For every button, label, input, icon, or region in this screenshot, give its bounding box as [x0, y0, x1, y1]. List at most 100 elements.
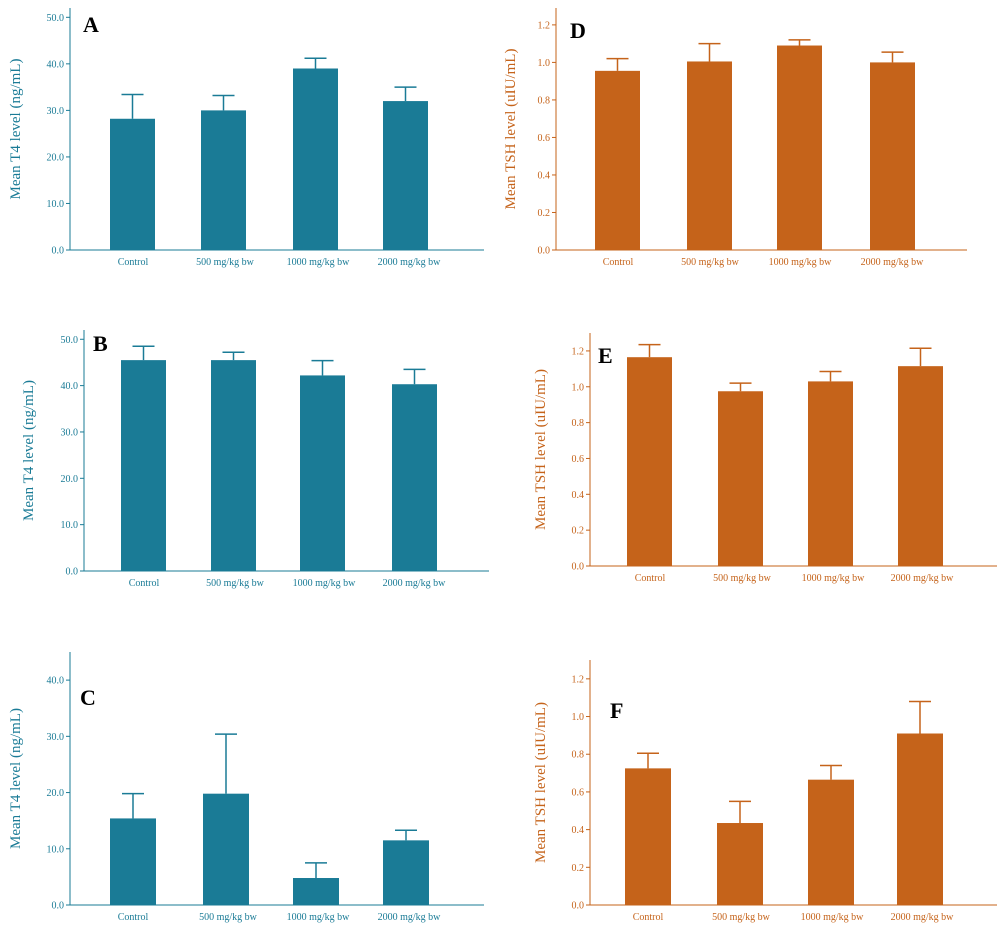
error-bar-a-1 [121, 93, 144, 119]
category-label-c: 500 mg/kg bw [199, 912, 258, 923]
bar-e-2 [718, 391, 763, 566]
y-tick-label-e: 0.4 [572, 490, 585, 501]
y-tick-label-e: 0.6 [572, 454, 585, 465]
y-tick-label-f: 0.4 [572, 825, 585, 836]
y-tick-label-a: 20.0 [47, 152, 65, 163]
error-bar-c-1 [122, 792, 144, 819]
error-bar-a-4 [394, 86, 417, 102]
error-bar-d-4 [881, 51, 904, 63]
category-label-a: 1000 mg/kg bw [287, 257, 351, 268]
y-tick-label-f: 0.0 [572, 901, 585, 912]
category-label-b: Control [129, 578, 160, 589]
y-tick-label-f: 1.2 [572, 674, 585, 685]
chart-panel-c: 0.0 10.0 20.0 30.0 40.0 Control 500 mg/kg bw 10… [8, 652, 484, 923]
bar-a-1 [110, 118, 155, 250]
error-bar-d-3 [788, 39, 811, 46]
y-axis-title-b: Mean T4 level (ng/mL) [21, 380, 37, 521]
category-label-e: Control [635, 573, 666, 584]
bar-a-3 [293, 68, 338, 250]
category-label-c: Control [118, 912, 149, 923]
y-axis-title-f: Mean TSH level (uIU/mL) [533, 702, 549, 863]
error-bar-f-2 [729, 800, 751, 824]
y-tick-label-a: 30.0 [47, 106, 65, 117]
y-tick-label-f: 1.0 [572, 712, 585, 723]
chart-panel-a: 0.0 10.0 20.0 30.0 40.0 50.0 Control 500 mg/kg … [8, 8, 484, 268]
y-tick-label-d: 0.0 [538, 246, 551, 257]
category-label-a: Control [118, 257, 149, 268]
category-label-e: 2000 mg/kg bw [891, 573, 955, 584]
panel-letter-a: A [83, 12, 99, 37]
y-tick-label-f: 0.8 [572, 750, 585, 761]
y-tick-label-b: 30.0 [61, 427, 79, 438]
error-bar-c-4 [395, 829, 417, 841]
error-bar-b-4 [403, 368, 426, 385]
bar-f-3 [808, 779, 854, 905]
y-tick-label-e: 1.2 [572, 346, 585, 357]
error-bar-f-4 [909, 700, 931, 734]
y-tick-label-a: 0.0 [52, 246, 65, 257]
bar-e-1 [627, 357, 672, 566]
bar-c-4 [383, 840, 429, 905]
y-tick-label-a: 10.0 [47, 199, 65, 210]
category-label-d: 1000 mg/kg bw [769, 257, 833, 268]
y-tick-label-b: 10.0 [61, 520, 79, 531]
y-tick-label-c: 10.0 [47, 844, 65, 855]
y-tick-label-e: 0.2 [572, 526, 585, 537]
error-bar-b-1 [132, 345, 155, 361]
panel-letter-f: F [610, 698, 623, 723]
y-tick-label-d: 1.2 [538, 20, 551, 31]
bar-f-2 [717, 823, 763, 905]
y-tick-label-f: 0.2 [572, 863, 585, 874]
y-tick-label-c: 0.0 [52, 901, 65, 912]
bar-d-4 [870, 62, 915, 250]
bar-d-1 [595, 70, 640, 250]
bar-f-1 [625, 768, 671, 905]
panel-letter-c: C [80, 685, 96, 710]
bar-a-2 [201, 110, 246, 250]
panel-letter-b: B [93, 331, 108, 356]
y-tick-label-d: 0.2 [538, 208, 551, 219]
error-bar-f-1 [637, 752, 659, 769]
y-tick-label-b: 0.0 [66, 567, 79, 578]
panel-letter-e: E [598, 343, 613, 368]
y-tick-label-d: 1.0 [538, 58, 551, 69]
category-label-e: 1000 mg/kg bw [802, 573, 866, 584]
category-label-b: 1000 mg/kg bw [293, 578, 357, 589]
y-axis-title-e: Mean TSH level (uIU/mL) [533, 369, 549, 530]
error-bar-a-2 [212, 94, 235, 111]
y-tick-label-c: 30.0 [47, 732, 65, 743]
bar-f-4 [897, 733, 943, 905]
y-tick-label-e: 1.0 [572, 382, 585, 393]
error-bar-b-3 [311, 359, 334, 376]
y-tick-label-e: 0.8 [572, 418, 585, 429]
bar-c-3 [293, 878, 339, 905]
bar-e-3 [808, 381, 853, 566]
category-label-d: 2000 mg/kg bw [861, 257, 925, 268]
y-tick-label-f: 0.6 [572, 787, 585, 798]
y-tick-label-d: 0.6 [538, 133, 551, 144]
category-label-f: 500 mg/kg bw [712, 912, 771, 923]
bar-d-3 [777, 45, 822, 250]
chart-panel-f: 0.0 0.2 0.4 0.6 0.8 1.0 1.2 Control 500 mg/kg bw… [533, 660, 997, 923]
y-axis-title-c: Mean T4 level (ng/mL) [8, 708, 24, 849]
error-bar-c-2 [215, 733, 237, 794]
category-label-c: 2000 mg/kg bw [378, 912, 442, 923]
category-label-f: 1000 mg/kg bw [801, 912, 865, 923]
y-tick-label-a: 40.0 [47, 59, 65, 70]
category-label-c: 1000 mg/kg bw [287, 912, 351, 923]
y-tick-label-b: 20.0 [61, 474, 79, 485]
panel-letter-d: D [570, 18, 586, 43]
y-axis-title-a: Mean T4 level (ng/mL) [8, 59, 24, 200]
category-label-f: Control [633, 912, 664, 923]
y-tick-label-d: 0.4 [538, 170, 551, 181]
category-label-d: 500 mg/kg bw [681, 257, 740, 268]
category-label-a: 2000 mg/kg bw [378, 257, 442, 268]
error-bar-e-2 [729, 382, 752, 392]
y-tick-label-d: 0.8 [538, 95, 551, 106]
y-tick-label-b: 50.0 [61, 335, 79, 346]
bar-b-3 [300, 375, 345, 571]
bar-b-2 [211, 360, 256, 571]
error-bar-e-1 [638, 343, 661, 358]
bar-c-1 [110, 818, 156, 905]
